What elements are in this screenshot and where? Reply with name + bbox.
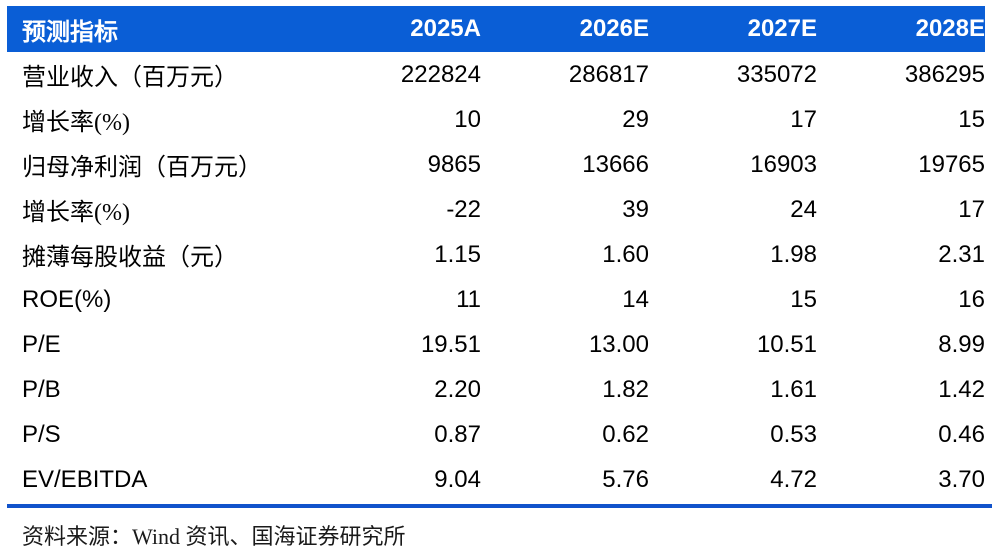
table-row: P/E 19.51 13.00 10.51 8.99 xyxy=(7,322,985,367)
row-label: 归母净利润（百万元） xyxy=(22,155,262,181)
cell-value-2027e: 16903 xyxy=(750,150,817,178)
cell-value-2025a: 2.20 xyxy=(434,375,481,403)
cell-value-2026e: 1.60 xyxy=(602,240,649,268)
cell-value-2028e: 16 xyxy=(958,285,985,313)
row-label: ROE(%) xyxy=(22,285,112,313)
cell-value-2025a: 10 xyxy=(454,105,481,133)
cell-value-2026e: 1.82 xyxy=(602,375,649,403)
table-header-row: 预测指标 2025A 2026E 2027E 2028E xyxy=(7,6,985,52)
cell-value-2026e: 39 xyxy=(622,195,649,223)
cell-value-2028e: 0.46 xyxy=(938,420,985,448)
row-label: 增长率(%) xyxy=(22,200,130,226)
cell-value-2025a: -22 xyxy=(446,195,481,223)
header-col-2027e: 2027E xyxy=(747,15,817,42)
cell-value-2027e: 4.72 xyxy=(770,465,817,493)
cell-value-2028e: 386295 xyxy=(904,60,985,88)
table-row: 归母净利润（百万元） 9865 13666 16903 19765 xyxy=(7,142,985,187)
cell-value-2028e: 1.42 xyxy=(938,375,985,403)
table-row: 营业收入（百万元） 222824 286817 335072 386295 xyxy=(7,52,985,97)
table-row: EV/EBITDA 9.04 5.76 4.72 3.70 xyxy=(7,457,985,502)
cell-value-2027e: 10.51 xyxy=(756,330,817,358)
cell-value-2028e: 17 xyxy=(958,195,985,223)
forecast-table: 预测指标 2025A 2026E 2027E 2028E 营业收入（百万元） 2… xyxy=(7,6,992,551)
cell-value-2027e: 1.98 xyxy=(770,240,817,268)
table-row: P/B 2.20 1.82 1.61 1.42 xyxy=(7,367,985,412)
header-col-2028e: 2028E xyxy=(915,15,985,42)
cell-value-2027e: 0.53 xyxy=(770,420,817,448)
cell-value-2028e: 3.70 xyxy=(938,465,985,493)
cell-value-2027e: 17 xyxy=(790,105,817,133)
source-note: 资料来源：Wind 资讯、国海证券研究所 xyxy=(22,524,406,549)
header-metric-label: 预测指标 xyxy=(22,19,118,46)
cell-value-2026e: 13.00 xyxy=(588,330,649,358)
cell-value-2026e: 14 xyxy=(622,285,649,313)
row-label: P/S xyxy=(22,420,61,448)
table-row: P/S 0.87 0.62 0.53 0.46 xyxy=(7,412,985,457)
table-row: ROE(%) 11 14 15 16 xyxy=(7,277,985,322)
cell-value-2026e: 5.76 xyxy=(602,465,649,493)
cell-value-2025a: 1.15 xyxy=(434,240,481,268)
cell-value-2025a: 9.04 xyxy=(434,465,481,493)
cell-value-2025a: 11 xyxy=(456,285,481,313)
row-label: 增长率(%) xyxy=(22,110,130,136)
cell-value-2026e: 0.62 xyxy=(602,420,649,448)
cell-value-2027e: 1.61 xyxy=(770,375,817,403)
cell-value-2025a: 0.87 xyxy=(434,420,481,448)
cell-value-2025a: 9865 xyxy=(427,150,481,178)
cell-value-2027e: 335072 xyxy=(736,60,817,88)
cell-value-2025a: 19.51 xyxy=(420,330,481,358)
cell-value-2027e: 24 xyxy=(790,195,817,223)
table-bottom-divider xyxy=(7,504,992,508)
table-body: 营业收入（百万元） 222824 286817 335072 386295 增长… xyxy=(7,52,985,502)
row-label: 营业收入（百万元） xyxy=(22,65,238,91)
cell-value-2028e: 19765 xyxy=(918,150,985,178)
cell-value-2027e: 15 xyxy=(790,285,817,313)
cell-value-2028e: 8.99 xyxy=(938,330,985,358)
table-row: 增长率(%) -22 39 24 17 xyxy=(7,187,985,232)
row-label: EV/EBITDA xyxy=(22,465,148,493)
cell-value-2028e: 15 xyxy=(958,105,985,133)
cell-value-2026e: 286817 xyxy=(568,60,649,88)
table-row: 增长率(%) 10 29 17 15 xyxy=(7,97,985,142)
table-row: 摊薄每股收益（元） 1.15 1.60 1.98 2.31 xyxy=(7,232,985,277)
row-label: 摊薄每股收益（元） xyxy=(22,245,238,271)
cell-value-2026e: 13666 xyxy=(582,150,649,178)
cell-value-2026e: 29 xyxy=(622,105,649,133)
header-col-2026e: 2026E xyxy=(579,15,649,42)
header-col-2025a: 2025A xyxy=(410,15,481,42)
cell-value-2028e: 2.31 xyxy=(938,240,985,268)
cell-value-2025a: 222824 xyxy=(400,60,481,88)
row-label: P/E xyxy=(22,330,61,358)
row-label: P/B xyxy=(22,375,61,403)
